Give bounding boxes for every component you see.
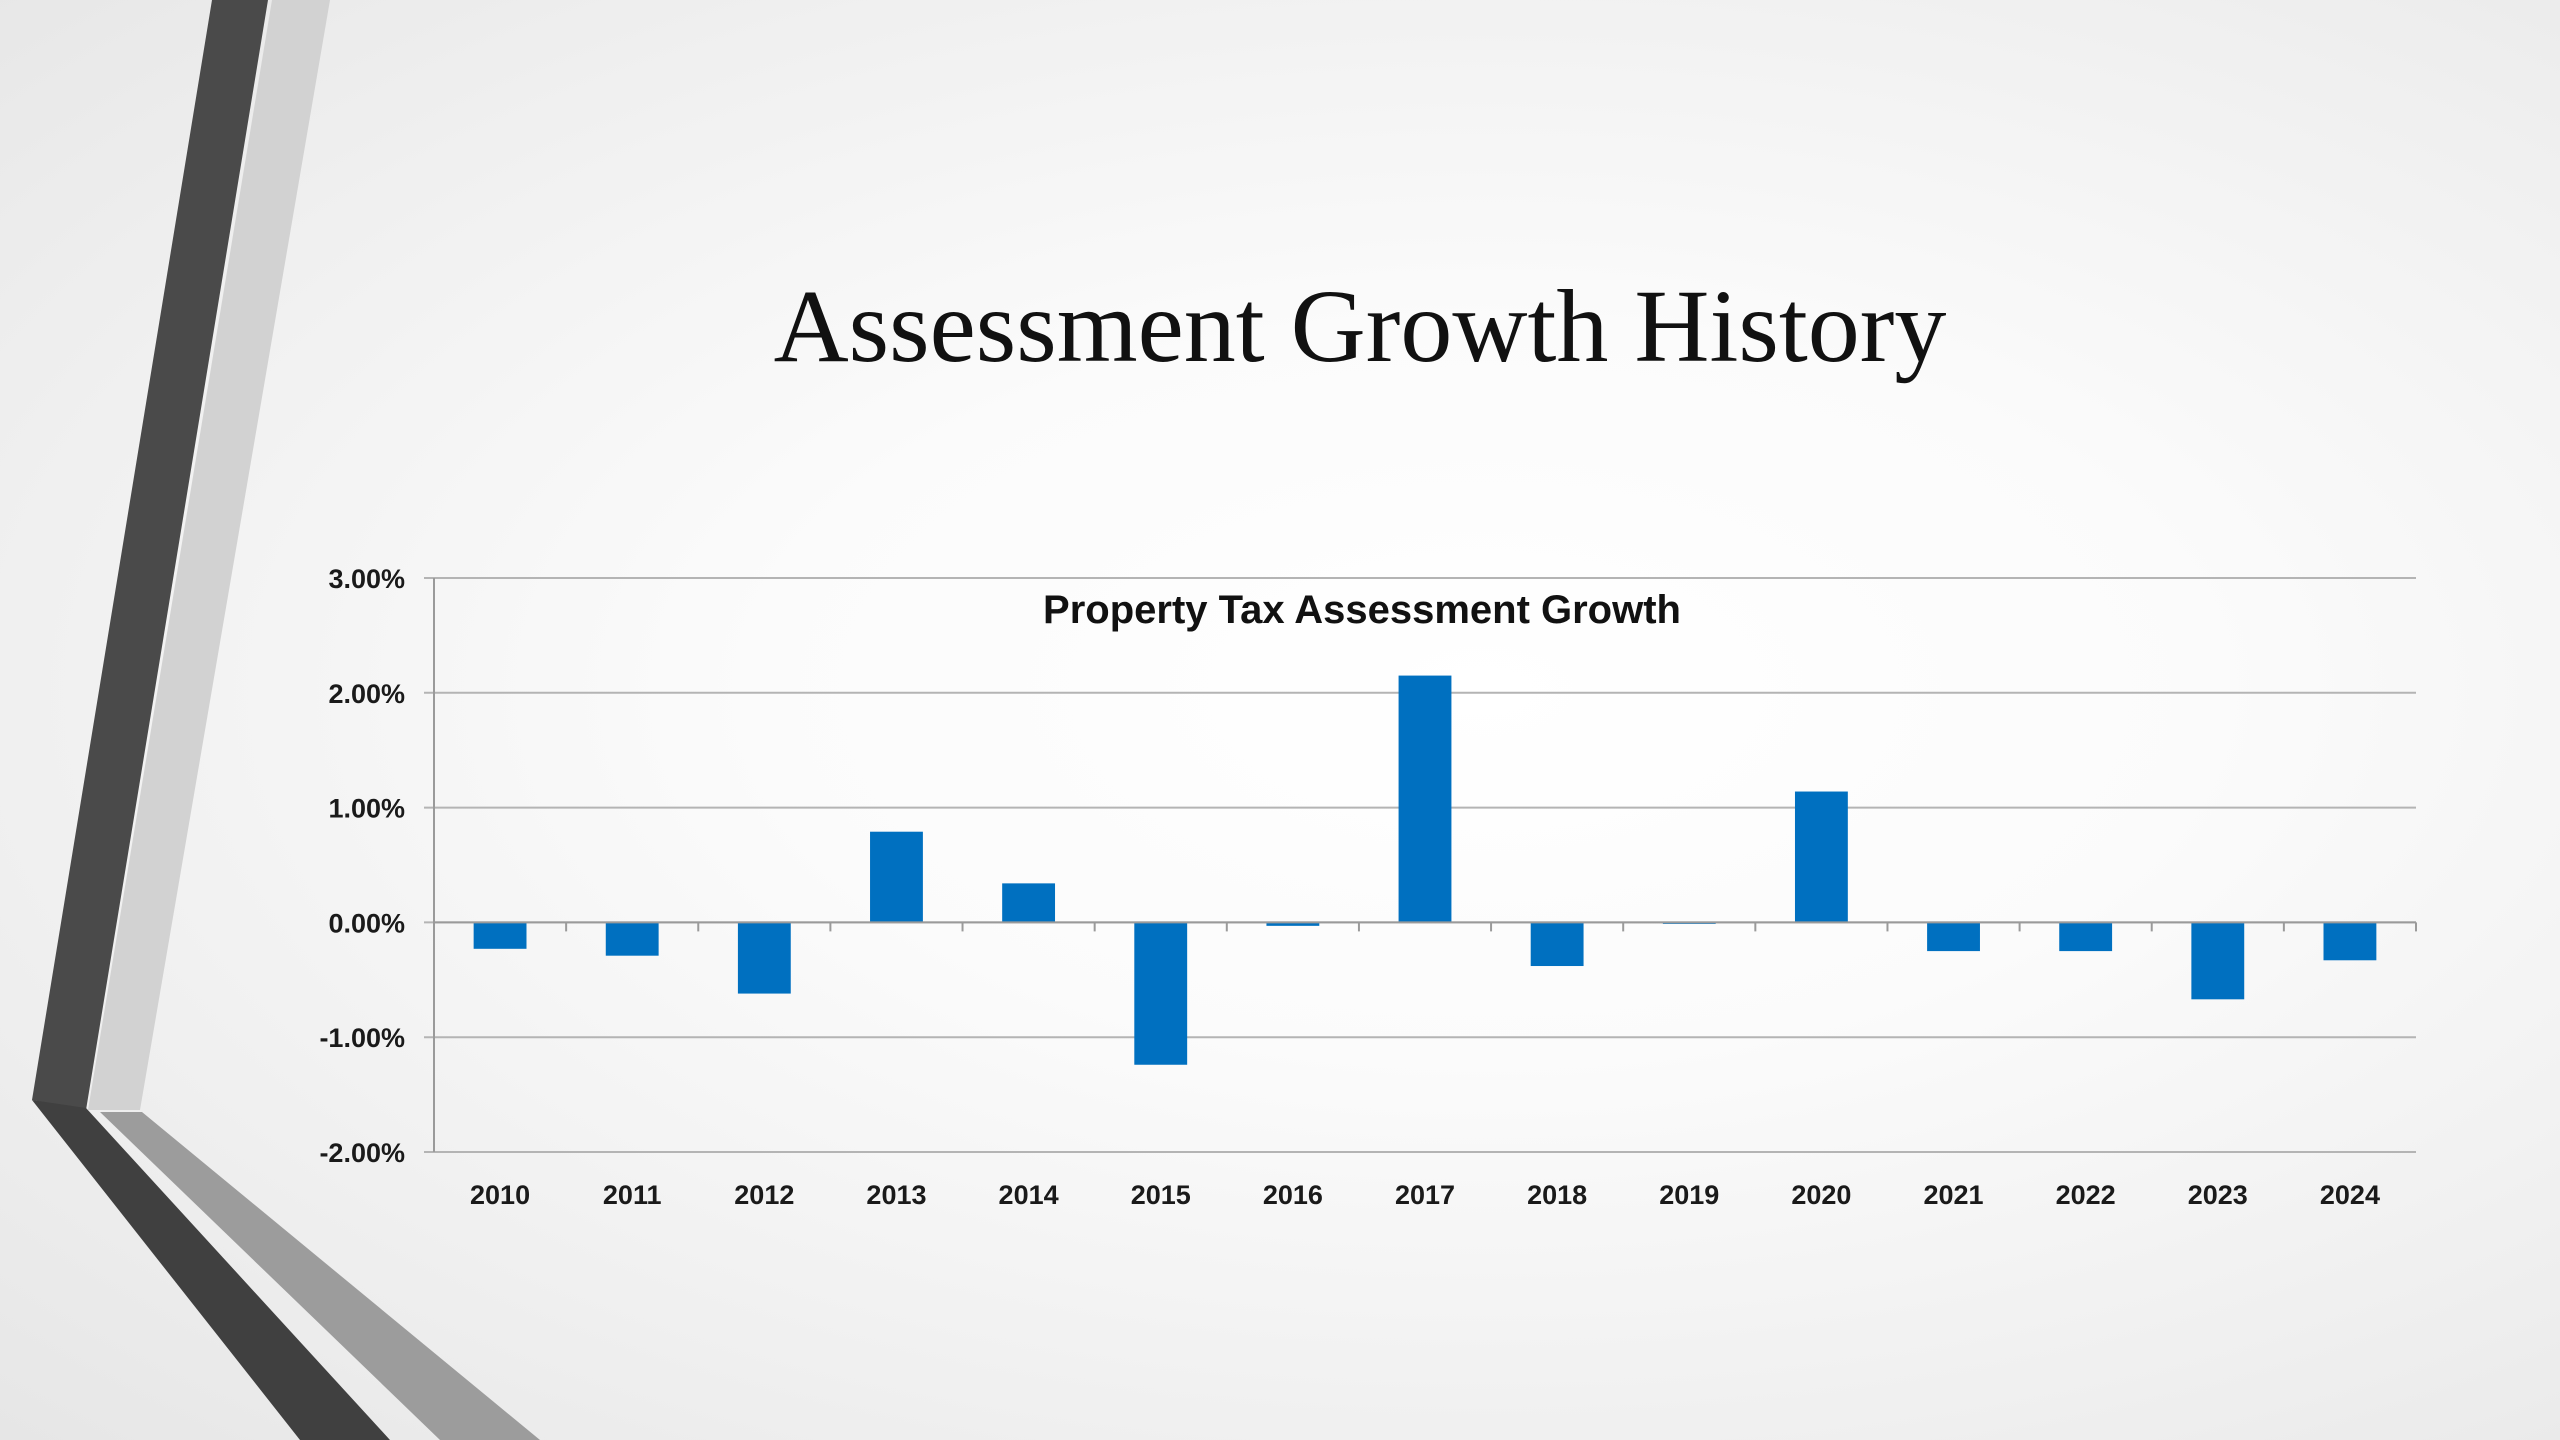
- decorative-bottom-light-bar: [100, 1112, 540, 1440]
- decorative-dark-bar: [32, 0, 268, 1110]
- y-tick-label: 0.00%: [328, 908, 405, 938]
- x-tick-label: 2010: [470, 1180, 530, 1210]
- x-tick-label: 2020: [1791, 1180, 1851, 1210]
- x-tick-label: 2011: [603, 1180, 662, 1210]
- slide-title: Assessment Growth History: [773, 269, 1947, 384]
- bar-2021: [1927, 922, 1980, 952]
- y-tick-label: 3.00%: [328, 564, 405, 594]
- x-tick-label: 2015: [1131, 1180, 1191, 1210]
- bar-2017: [1398, 675, 1452, 923]
- chart-title: Property Tax Assessment Growth: [1043, 588, 1681, 632]
- x-tick-label: 2018: [1527, 1180, 1587, 1210]
- tick-labels: 3.00% 2.00% 1.00% 0.00% -1.00% -2.00% 2010 2011…: [319, 564, 2380, 1210]
- y-tick-label: -1.00%: [319, 1023, 405, 1053]
- x-tick-label: 2021: [1923, 1180, 1983, 1210]
- bar-2014: [1002, 883, 1056, 923]
- x-tick-label: 2012: [734, 1180, 794, 1210]
- x-tick-label: 2022: [2056, 1180, 2116, 1210]
- decorative-bottom-dark-bar: [32, 1100, 390, 1440]
- x-tick-label: 2017: [1395, 1180, 1455, 1210]
- bar-2023: [2191, 922, 2245, 1000]
- x-tick-label: 2023: [2188, 1180, 2248, 1210]
- bars: [473, 675, 2377, 1065]
- bar-2013: [870, 831, 923, 923]
- decorative-light-bar: [88, 0, 330, 1110]
- bar-2018: [1530, 922, 1584, 967]
- x-tick-label: 2013: [866, 1180, 926, 1210]
- x-tick-label: 2024: [2320, 1180, 2380, 1210]
- y-tick-label: 1.00%: [328, 794, 405, 824]
- bar-2012: [737, 922, 791, 994]
- y-tick-label: 2.00%: [328, 679, 405, 709]
- bar-2011: [605, 922, 659, 956]
- bar-2016: [1266, 922, 1320, 926]
- x-tick-label: 2016: [1263, 1180, 1323, 1210]
- y-tick-label: -2.00%: [319, 1138, 405, 1168]
- bar-2015: [1134, 922, 1188, 1065]
- x-tick-label: 2019: [1659, 1180, 1719, 1210]
- bar-2020: [1794, 791, 1848, 923]
- bar-2024: [2323, 922, 2377, 961]
- bar-2022: [2059, 922, 2113, 952]
- x-tick-label: 2014: [999, 1180, 1059, 1210]
- axes: [433, 578, 2417, 1152]
- bar-2010: [473, 922, 527, 949]
